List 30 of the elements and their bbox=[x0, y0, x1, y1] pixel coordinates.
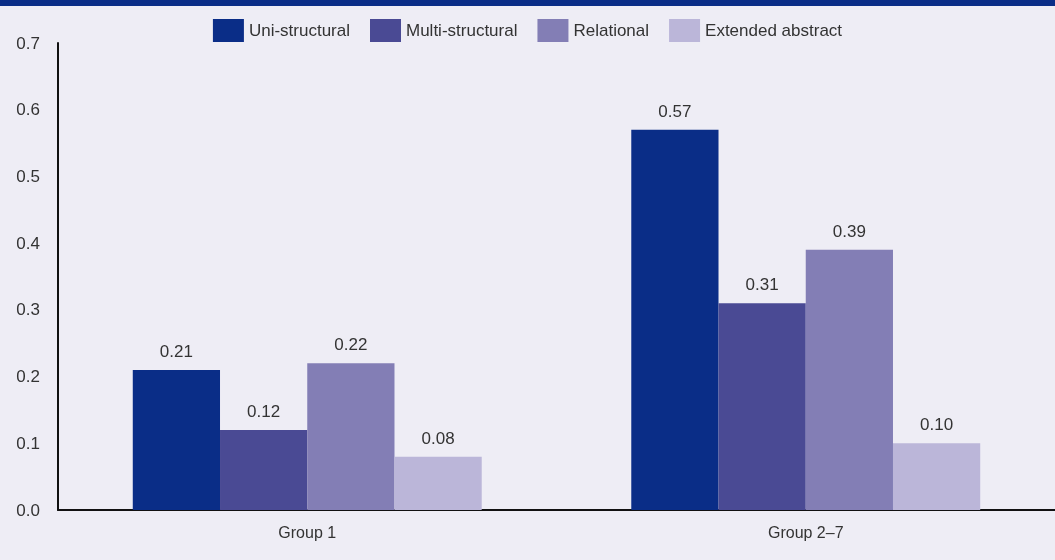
bar bbox=[132, 369, 221, 510]
y-tick-label: 0.1 bbox=[16, 433, 40, 453]
bar bbox=[805, 249, 893, 510]
bar bbox=[892, 443, 981, 510]
y-tick-label: 0.4 bbox=[16, 233, 40, 253]
data-label: 0.57 bbox=[658, 101, 692, 121]
y-tick-label: 0.5 bbox=[16, 166, 40, 186]
bar bbox=[631, 129, 719, 510]
data-label: 0.39 bbox=[832, 221, 866, 241]
bar bbox=[394, 456, 482, 510]
data-label: 0.31 bbox=[745, 275, 779, 295]
bar bbox=[307, 363, 395, 510]
legend-label: Relational bbox=[573, 21, 650, 40]
data-label: 0.08 bbox=[421, 428, 455, 448]
data-label: 0.12 bbox=[247, 401, 281, 421]
bar bbox=[220, 429, 308, 510]
data-label: 0.21 bbox=[159, 341, 193, 361]
y-tick-label: 0.2 bbox=[16, 367, 40, 387]
y-tick-label: 0.3 bbox=[16, 300, 40, 320]
bar bbox=[718, 303, 806, 510]
legend-label: Uni-structural bbox=[248, 21, 351, 40]
y-tick-label: 0.6 bbox=[16, 100, 40, 120]
data-label: 0.10 bbox=[920, 415, 954, 435]
legend-label: Multi-structural bbox=[405, 21, 518, 40]
y-tick-label: 0.7 bbox=[16, 33, 40, 53]
x-tick-label: Group 1 bbox=[278, 523, 337, 541]
legend-label: Extended abstract bbox=[705, 21, 843, 40]
y-tick-label: 0.0 bbox=[16, 500, 40, 520]
x-tick-label: Group 2–7 bbox=[767, 523, 844, 541]
data-label: 0.22 bbox=[334, 335, 368, 355]
